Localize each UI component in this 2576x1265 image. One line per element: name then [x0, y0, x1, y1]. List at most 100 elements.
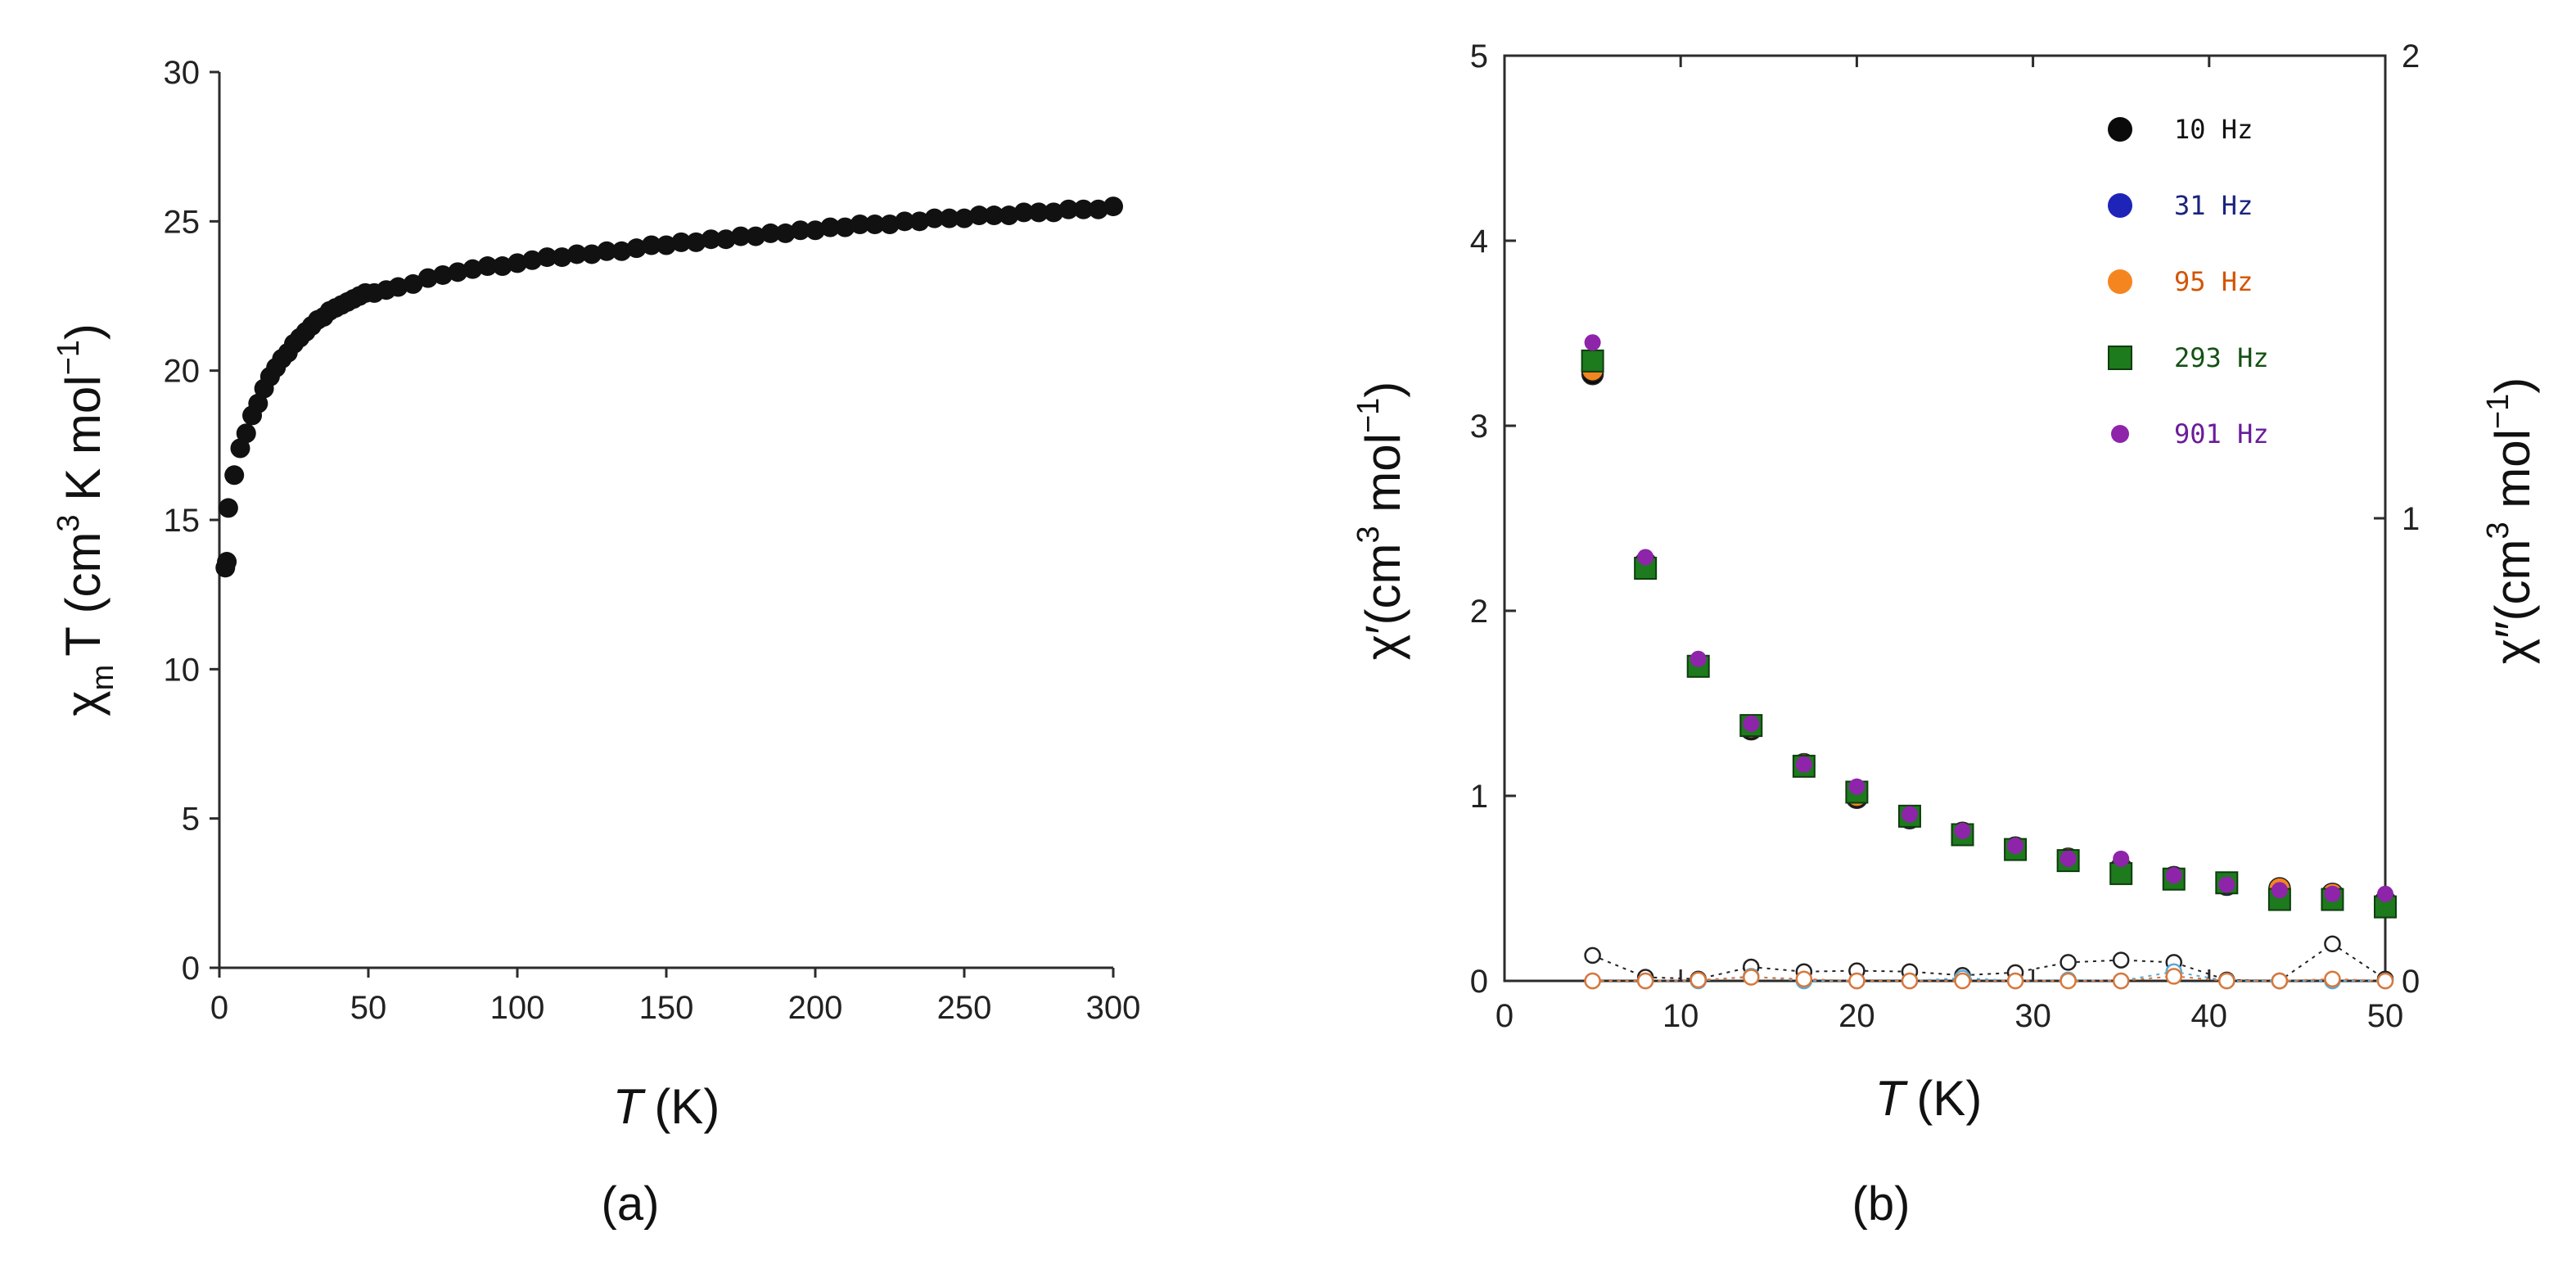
panel-a-y-var: χ: [56, 690, 111, 716]
panel-a-data-point: [218, 498, 238, 518]
panel-a-data-point: [462, 259, 483, 279]
panel-b-real-point: [1954, 822, 1971, 839]
panel-b-imag-point: [2112, 972, 2130, 990]
panel-b-legend-marker: [2108, 346, 2132, 370]
panel-a-y-sup2: −1: [52, 340, 86, 375]
panel-a-data-point: [731, 226, 751, 246]
panel-b-y-right-main: χ″(cm: [2485, 540, 2540, 665]
panel-a-data-point: [850, 214, 870, 234]
panel-a-data-point: [611, 241, 632, 261]
panel-b-real-point: [2377, 885, 2393, 902]
panel-a-data-point: [1103, 197, 1123, 217]
panel-b-real-point: [2218, 876, 2235, 893]
panel-a-y-tick-label: 5: [182, 802, 200, 838]
panel-a-x-tick-label: 0: [210, 990, 228, 1026]
panel-b-legend-label: 293 Hz: [2174, 342, 2269, 373]
panel-a-data-point: [522, 250, 543, 270]
panel-b-real-point: [1795, 756, 1812, 773]
panel-b-imag-point: [2324, 970, 2341, 987]
panel-b-y-left-tick-label: 0: [1470, 964, 1488, 1000]
panel-b-legend-marker: [2108, 117, 2132, 142]
panel-a-data-point: [686, 232, 706, 252]
panel-a-data-point: [671, 232, 692, 252]
panel-b-y-left-tick-label: 2: [1470, 594, 1488, 630]
panel-b-imag-point: [2112, 951, 2130, 969]
panel-b-x-ticks: 0 10 20 30 40 50: [1496, 56, 2403, 1034]
panel-a-data-point: [1044, 202, 1064, 223]
panel-b-legend: 10 Hz 31 Hz 95 Hz 293 Hz 901 Hz: [2108, 114, 2269, 450]
panel-b-label: (b): [1852, 1177, 1911, 1231]
panel-b-y-left-mid: mol: [1356, 433, 1410, 526]
panel-b-real-point: [1637, 549, 1654, 566]
panel-b-imag-point: [2324, 935, 2341, 953]
panel-b-imag-point: [1636, 972, 1654, 990]
panel-b-y-left-title: χ′(cm3 mol−1): [1351, 382, 1410, 661]
panel-b-y-right-title: χ″(cm3 mol−1): [2481, 377, 2540, 665]
panel-a-data-point: [775, 223, 796, 243]
panel-b-x-tick-label: 30: [2014, 998, 2051, 1034]
panel-a-data-point: [924, 208, 945, 228]
panel-a-x-tick-label: 50: [350, 990, 387, 1026]
panel-b-y-ticks-right: 0 1 2: [2374, 38, 2420, 1000]
panel-a-data-point: [448, 262, 468, 282]
panel-a-data-point: [1073, 199, 1094, 219]
panel-a-data-point: [248, 393, 268, 413]
panel-a-data-point: [433, 264, 453, 285]
panel-b-real-point: [2059, 850, 2077, 867]
panel-b-real-point: [2165, 867, 2182, 884]
panel-a-data-point: [492, 256, 512, 277]
panel-b-imag-point: [2271, 972, 2289, 990]
panel-a-y-mid: K mol: [56, 375, 111, 514]
panel-b-imag-point: [1584, 972, 1601, 990]
panel-b-imag-point: [2006, 972, 2024, 990]
panel-b-imag-point: [2059, 972, 2077, 990]
panel-a-data-point: [1058, 199, 1079, 219]
panel-a-data-point: [999, 206, 1019, 226]
panel-b-imag-point: [2059, 954, 2077, 971]
panel-b-x-axis-title: T (K): [1875, 1071, 1983, 1126]
panel-a-x-axis-title: T (K): [613, 1079, 720, 1134]
panel-b-y-left-sup2: −1: [1351, 398, 1386, 433]
panel-b-y-right-end: ): [2485, 377, 2540, 394]
panel-b-imag-point: [1848, 972, 1865, 990]
panel-b-y-right-tick-label: 2: [2402, 38, 2420, 75]
panel-a-data-point: [746, 226, 766, 246]
panel-a-data-point: [969, 206, 990, 226]
panel-b-plot-frame: [1503, 54, 2387, 983]
panel-b-legend-label: 10 Hz: [2174, 114, 2253, 145]
panel-a-y-tick-label: 25: [164, 204, 201, 240]
panel-a-label: (a): [602, 1177, 660, 1231]
panel-b-chart: 0 10 20 30 40 50 0 1 2 3 4 5 0 1 2 10 Hz 31 Hz 95 Hz 29…: [1351, 38, 2540, 1231]
panel-a-data-point: [641, 235, 661, 255]
panel-b-real-point: [2324, 885, 2341, 902]
panel-b-y-left-tick-label: 3: [1470, 409, 1488, 445]
panel-a-data-point: [1029, 202, 1049, 223]
panel-a-data-point: [939, 208, 959, 228]
panel-a-data-point: [790, 220, 810, 241]
panel-a-data-point: [388, 277, 408, 297]
panel-b-imag-point: [1584, 946, 1601, 965]
panel-a-data-point: [835, 217, 855, 237]
panel-b-real-point: [1743, 715, 1760, 732]
panel-b-y-right-tick-label: 1: [2402, 501, 2420, 537]
panel-b-real-point: [2271, 882, 2288, 899]
panel-b-y-right-tick-label: 0: [2402, 964, 2420, 1000]
panel-a-data-points: [215, 197, 1123, 578]
panel-b-legend-label: 95 Hz: [2174, 266, 2253, 297]
panel-b-imag-point: [2218, 972, 2235, 990]
panel-a-data-point: [984, 206, 1004, 226]
panel-b-real-point: [1901, 806, 1918, 823]
panel-b-legend-marker: [2108, 193, 2132, 218]
panel-a-x-unit: (K): [654, 1079, 720, 1134]
panel-b-imag-point: [1954, 972, 1971, 990]
panel-a-y-sub: m: [86, 665, 120, 691]
panel-a-data-point: [864, 214, 885, 234]
panel-b-y-left-tick-label: 5: [1470, 38, 1488, 75]
panel-b-y-ticks-left: 0 1 2 3 4 5: [1470, 38, 1516, 1000]
panel-b-x-tick-label: 40: [2191, 998, 2228, 1034]
panel-b-real-point: [1848, 778, 1865, 795]
panel-a-data-point: [537, 247, 557, 268]
panel-a-y-tick-label: 0: [182, 951, 200, 987]
